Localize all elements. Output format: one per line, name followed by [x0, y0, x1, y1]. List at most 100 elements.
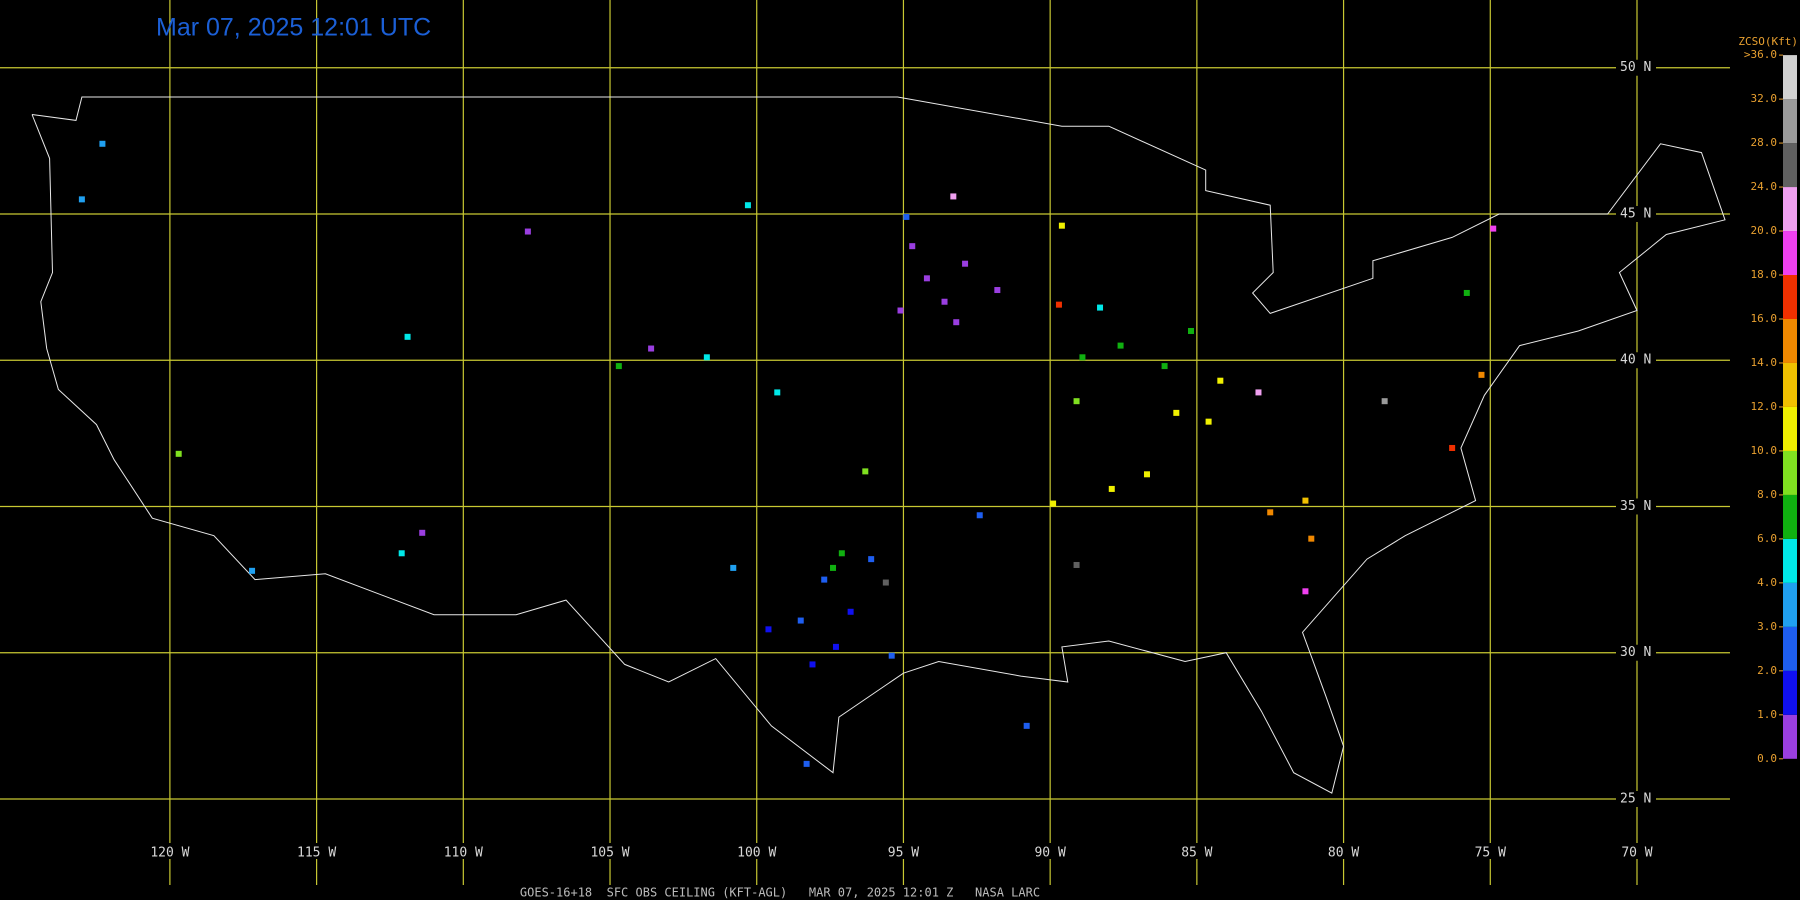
station: [1308, 535, 1315, 542]
label-bg: [881, 843, 926, 859]
colorbar-label: >36.0: [1744, 48, 1777, 61]
station: [1449, 444, 1456, 451]
station: [1050, 500, 1057, 507]
label-bg: [1616, 205, 1656, 222]
colorbar-segment: [1783, 450, 1797, 495]
map-title: Mar 07, 2025 12:01 UTC: [156, 14, 431, 42]
colorbar-segment: [1783, 406, 1797, 451]
colorbar-label: 24.0: [1751, 180, 1778, 193]
colorbar-label: 1.0: [1757, 708, 1777, 721]
label-bg: [147, 843, 192, 859]
station: [249, 567, 256, 574]
coastline: [31, 96, 1726, 794]
colorbar-segment: [1783, 670, 1797, 715]
station: [809, 661, 816, 668]
station: [1302, 588, 1309, 595]
label-bg: [1174, 843, 1219, 859]
longitude-label: 100 W: [737, 846, 776, 861]
station: [1255, 389, 1262, 396]
longitude-label: 90 W: [1034, 846, 1065, 861]
station: [703, 354, 710, 361]
colorbar-segment: [1783, 494, 1797, 539]
station: [78, 196, 85, 203]
longitude-label: 105 W: [590, 846, 629, 861]
colorbar-segment: [1783, 143, 1797, 188]
label-bg: [588, 843, 633, 859]
station: [950, 193, 957, 200]
station: [730, 564, 737, 571]
station: [862, 468, 869, 475]
station: [765, 626, 772, 633]
country-outline: [31, 96, 1726, 794]
latitude-label: 45 N: [1620, 206, 1651, 221]
station: [1463, 289, 1470, 296]
colorbar-label: 6.0: [1757, 532, 1777, 545]
colorbar-label: 32.0: [1751, 92, 1778, 105]
station: [909, 243, 916, 250]
graticule-labels: 120 W 115 W 110 W 105 W 100 W 95 W 90 W 85 W 80 …: [147, 59, 1659, 861]
label-bg: [441, 843, 486, 859]
station: [903, 213, 910, 220]
station: [962, 260, 969, 267]
station: [923, 275, 930, 282]
colorbar-segment: [1783, 362, 1797, 407]
colorbar-title: ZCSO(Kft): [1738, 35, 1798, 48]
latitude-label: 25 N: [1620, 791, 1651, 806]
station: [803, 760, 810, 767]
station: [1058, 222, 1065, 229]
station: [838, 550, 845, 557]
label-bg: [1616, 352, 1656, 369]
station: [882, 579, 889, 586]
label-bg: [1028, 843, 1073, 859]
station: [797, 617, 804, 624]
station: [1217, 377, 1224, 384]
station: [1302, 497, 1309, 504]
station: [99, 140, 106, 147]
station: [1381, 398, 1388, 405]
station: [1187, 327, 1194, 334]
station: [1108, 485, 1115, 492]
station: [868, 556, 875, 563]
colorbar-segment: [1783, 187, 1797, 232]
colorbar-segment: [1783, 99, 1797, 144]
station: [1023, 722, 1030, 729]
station: [1079, 354, 1086, 361]
station: [1478, 371, 1485, 378]
station: [888, 652, 895, 659]
station: [1161, 363, 1168, 370]
station: [1073, 561, 1080, 568]
station: [1205, 418, 1212, 425]
colorbar-segment: [1783, 275, 1797, 319]
colorbar-label: 12.0: [1751, 400, 1778, 413]
colorbar-label: 8.0: [1757, 488, 1777, 501]
station: [1143, 471, 1150, 478]
station: [1097, 304, 1104, 311]
colorbar-segment: [1783, 55, 1797, 100]
label-bg: [1616, 790, 1656, 807]
station: [419, 529, 426, 536]
label-bg: [1616, 498, 1656, 515]
colorbar-label: 0.0: [1757, 752, 1777, 765]
colorbar-label: 18.0: [1751, 268, 1778, 281]
longitude-label: 75 W: [1475, 846, 1506, 861]
station: [897, 307, 904, 314]
station: [976, 512, 983, 519]
station: [941, 298, 948, 305]
colorbar-label: 16.0: [1751, 312, 1778, 325]
colorbar-label: 20.0: [1751, 224, 1778, 237]
footer: GOES-16+18 SFC OBS CEILING (KFT-AGL) MAR…: [520, 886, 1040, 900]
colorbar-segment: [1783, 582, 1797, 627]
longitude-label: 85 W: [1181, 846, 1212, 861]
label-bg: [1321, 843, 1366, 859]
colorbar-label: 2.0: [1757, 664, 1777, 677]
station: [953, 319, 960, 326]
colorbar-segment: [1783, 626, 1797, 671]
label-bg: [734, 843, 779, 859]
station: [744, 202, 751, 209]
station: [615, 363, 622, 370]
station: [1117, 342, 1124, 349]
station: [1055, 301, 1062, 308]
station: [994, 287, 1001, 294]
